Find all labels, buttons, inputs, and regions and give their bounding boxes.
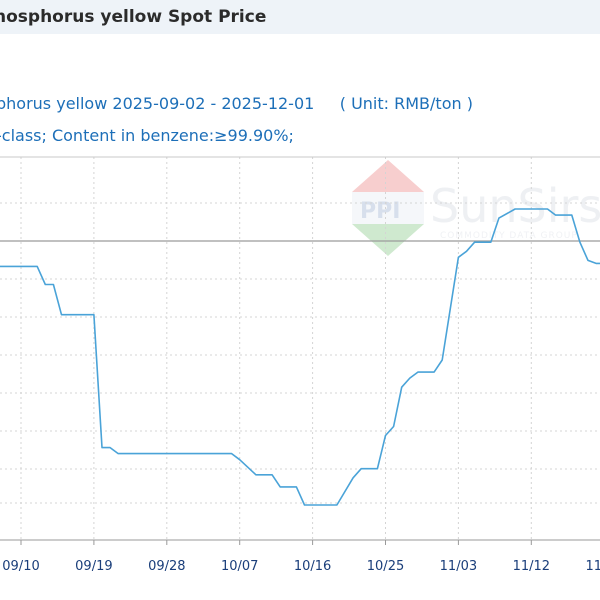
watermark-tagline: COMMODITY DATA GROUP (440, 231, 578, 241)
watermark-logo-band (352, 192, 424, 224)
x-tick-label: 09/28 (148, 559, 185, 574)
x-tick-label: 09/19 (75, 559, 112, 574)
x-tick-label: 10/16 (294, 559, 331, 574)
price-line (0, 208, 600, 506)
x-axis-ticks: 09/10 09/19 09/28 10/07 10/16 10/25 11/03 11/12… (2, 540, 600, 574)
x-tick-label: 11/03 (440, 559, 477, 574)
page-title: hosphorus yellow Spot Price (0, 7, 267, 27)
x-tick-label: 10/07 (221, 559, 258, 574)
grid (0, 157, 600, 540)
x-tick-label: 11/21 (585, 559, 600, 574)
x-tick-label: 09/10 (2, 559, 39, 574)
title-bar: hosphorus yellow Spot Price (0, 0, 600, 34)
x-tick-label: 11/12 (513, 559, 550, 574)
x-tick-label: 10/25 (367, 559, 404, 574)
watermark-logo-top (352, 160, 424, 192)
product-spec: -class; Content in benzene:≥99.90%; (0, 126, 294, 145)
unit-label: ( Unit: RMB/ton ) (339, 94, 473, 113)
product-period: phorus yellow 2025-09-02 - 2025-12-01 (0, 94, 315, 113)
chart-subtitle: phorus yellow 2025-09-02 - 2025-12-01 ( … (0, 94, 473, 113)
watermark-logo-bottom (352, 224, 424, 256)
